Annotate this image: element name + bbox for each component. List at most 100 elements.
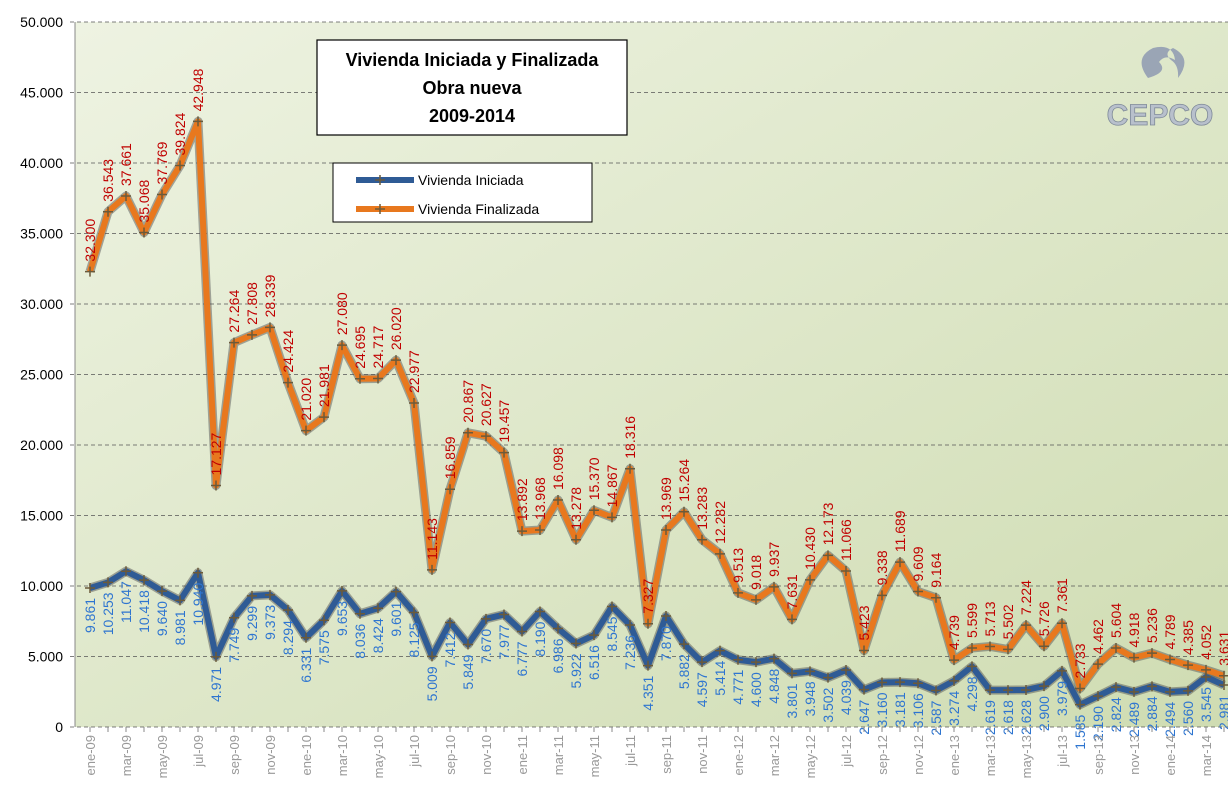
data-label: 9.640	[154, 601, 170, 636]
logo-text: CEPCO	[1107, 99, 1214, 132]
data-label: 2.981	[1216, 695, 1228, 730]
x-tick-label: may-11	[587, 735, 602, 777]
marker	[499, 447, 509, 458]
data-label: 35.068	[136, 180, 152, 223]
data-label: 7.631	[784, 574, 800, 609]
marker	[283, 377, 293, 388]
marker	[769, 653, 779, 664]
data-label: 2.884	[1144, 696, 1160, 731]
data-label: 3.106	[910, 693, 926, 728]
marker	[1219, 670, 1228, 681]
x-tick-label: jul-10	[407, 735, 422, 768]
marker	[355, 608, 365, 619]
marker	[445, 484, 455, 495]
data-label: 7.977	[496, 624, 512, 659]
line	[87, 118, 1225, 692]
marker	[1219, 679, 1228, 690]
marker	[283, 605, 293, 616]
marker	[373, 603, 383, 614]
data-label: 4.789	[1162, 614, 1178, 649]
x-tick-label: sep-12	[875, 735, 890, 775]
data-label: 20.867	[460, 380, 476, 423]
marker	[1183, 685, 1193, 696]
marker	[787, 614, 797, 625]
data-label: 4.739	[946, 615, 962, 650]
data-label: 16.859	[442, 436, 458, 479]
data-label: 26.020	[388, 307, 404, 350]
data-label: 11.689	[892, 510, 908, 552]
data-label: 4.848	[766, 668, 782, 703]
marker	[733, 587, 743, 598]
x-tick-label: ene-09	[83, 735, 98, 775]
data-label: 11.143	[424, 518, 440, 560]
x-tick-label: ene-13	[947, 735, 962, 775]
data-label: 9.653	[334, 601, 350, 636]
legend-entries: Vivienda Iniciada Vivienda Finalizada	[356, 172, 539, 217]
data-label: 5.502	[1000, 604, 1016, 639]
x-tick-label: ene-11	[515, 735, 530, 775]
marker	[427, 651, 437, 662]
marker	[103, 206, 113, 217]
marker	[481, 613, 491, 624]
data-label: 2.587	[928, 700, 944, 735]
data-label: 3.160	[874, 692, 890, 727]
data-label: 12.173	[820, 502, 836, 545]
data-label: 3.274	[946, 691, 962, 726]
series	[85, 116, 1228, 710]
marker	[337, 585, 347, 596]
marker	[679, 639, 689, 650]
data-label: 9.513	[730, 548, 746, 583]
marker	[913, 586, 923, 597]
data-label: 3.801	[784, 683, 800, 718]
marker	[211, 651, 221, 662]
data-label: 13.969	[658, 477, 674, 520]
marker	[535, 525, 545, 536]
marker	[877, 590, 887, 601]
marker	[787, 668, 797, 679]
data-label: 4.597	[694, 672, 710, 707]
x-tick-label: jul-09	[191, 735, 206, 768]
data-label: 7.749	[226, 628, 242, 663]
data-label: 8.125	[406, 622, 422, 657]
marker	[1147, 681, 1157, 692]
marker	[499, 609, 509, 620]
marker	[733, 654, 743, 665]
marker	[913, 678, 923, 689]
marker	[1129, 686, 1139, 697]
marker	[157, 586, 167, 597]
marker	[931, 592, 941, 603]
x-tick-label: nov-13	[1127, 735, 1142, 775]
marker	[175, 160, 185, 171]
data-label: 2.190	[1090, 706, 1106, 741]
data-label: 6.516	[586, 645, 602, 680]
data-label: 3.979	[1054, 681, 1070, 716]
data-label: 9.018	[748, 555, 764, 590]
marker	[589, 630, 599, 641]
data-label: 10.418	[136, 590, 152, 633]
marker	[1165, 654, 1175, 665]
data-label: 8.294	[280, 620, 296, 655]
data-label: 6.777	[514, 641, 530, 676]
chart-subtitle: Obra nueva	[422, 78, 522, 98]
data-label: 5.414	[712, 660, 728, 695]
marker	[1039, 641, 1049, 652]
marker	[319, 412, 329, 423]
y-tick-label: 5.000	[28, 649, 63, 665]
marker	[391, 355, 401, 366]
data-label: 2.618	[1000, 700, 1016, 735]
chart-title: Vivienda Iniciada y Finalizada	[346, 50, 600, 70]
marker	[139, 575, 149, 586]
x-tick-label: ene-12	[731, 735, 746, 775]
data-label: 7.236	[622, 635, 638, 670]
marker	[1201, 664, 1211, 675]
data-label: 7.361	[1054, 578, 1070, 613]
marker	[355, 373, 365, 384]
data-label: 9.609	[910, 546, 926, 581]
data-label: 4.385	[1180, 620, 1196, 655]
marker	[661, 525, 671, 536]
marker	[679, 506, 689, 517]
marker	[967, 643, 977, 654]
marker	[229, 337, 239, 348]
data-label: 27.080	[334, 292, 350, 335]
data-label: 6.331	[298, 648, 314, 683]
